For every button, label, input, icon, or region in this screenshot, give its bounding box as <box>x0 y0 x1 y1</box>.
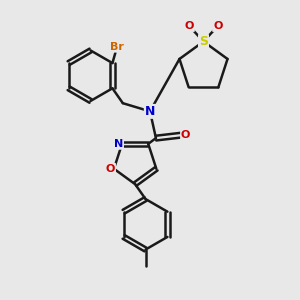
Text: N: N <box>145 105 155 118</box>
Text: O: O <box>106 164 115 174</box>
Text: Br: Br <box>110 42 124 52</box>
Text: S: S <box>199 35 208 48</box>
Text: O: O <box>213 21 223 31</box>
Text: O: O <box>184 21 194 31</box>
Text: O: O <box>181 130 190 140</box>
Text: N: N <box>114 139 123 149</box>
